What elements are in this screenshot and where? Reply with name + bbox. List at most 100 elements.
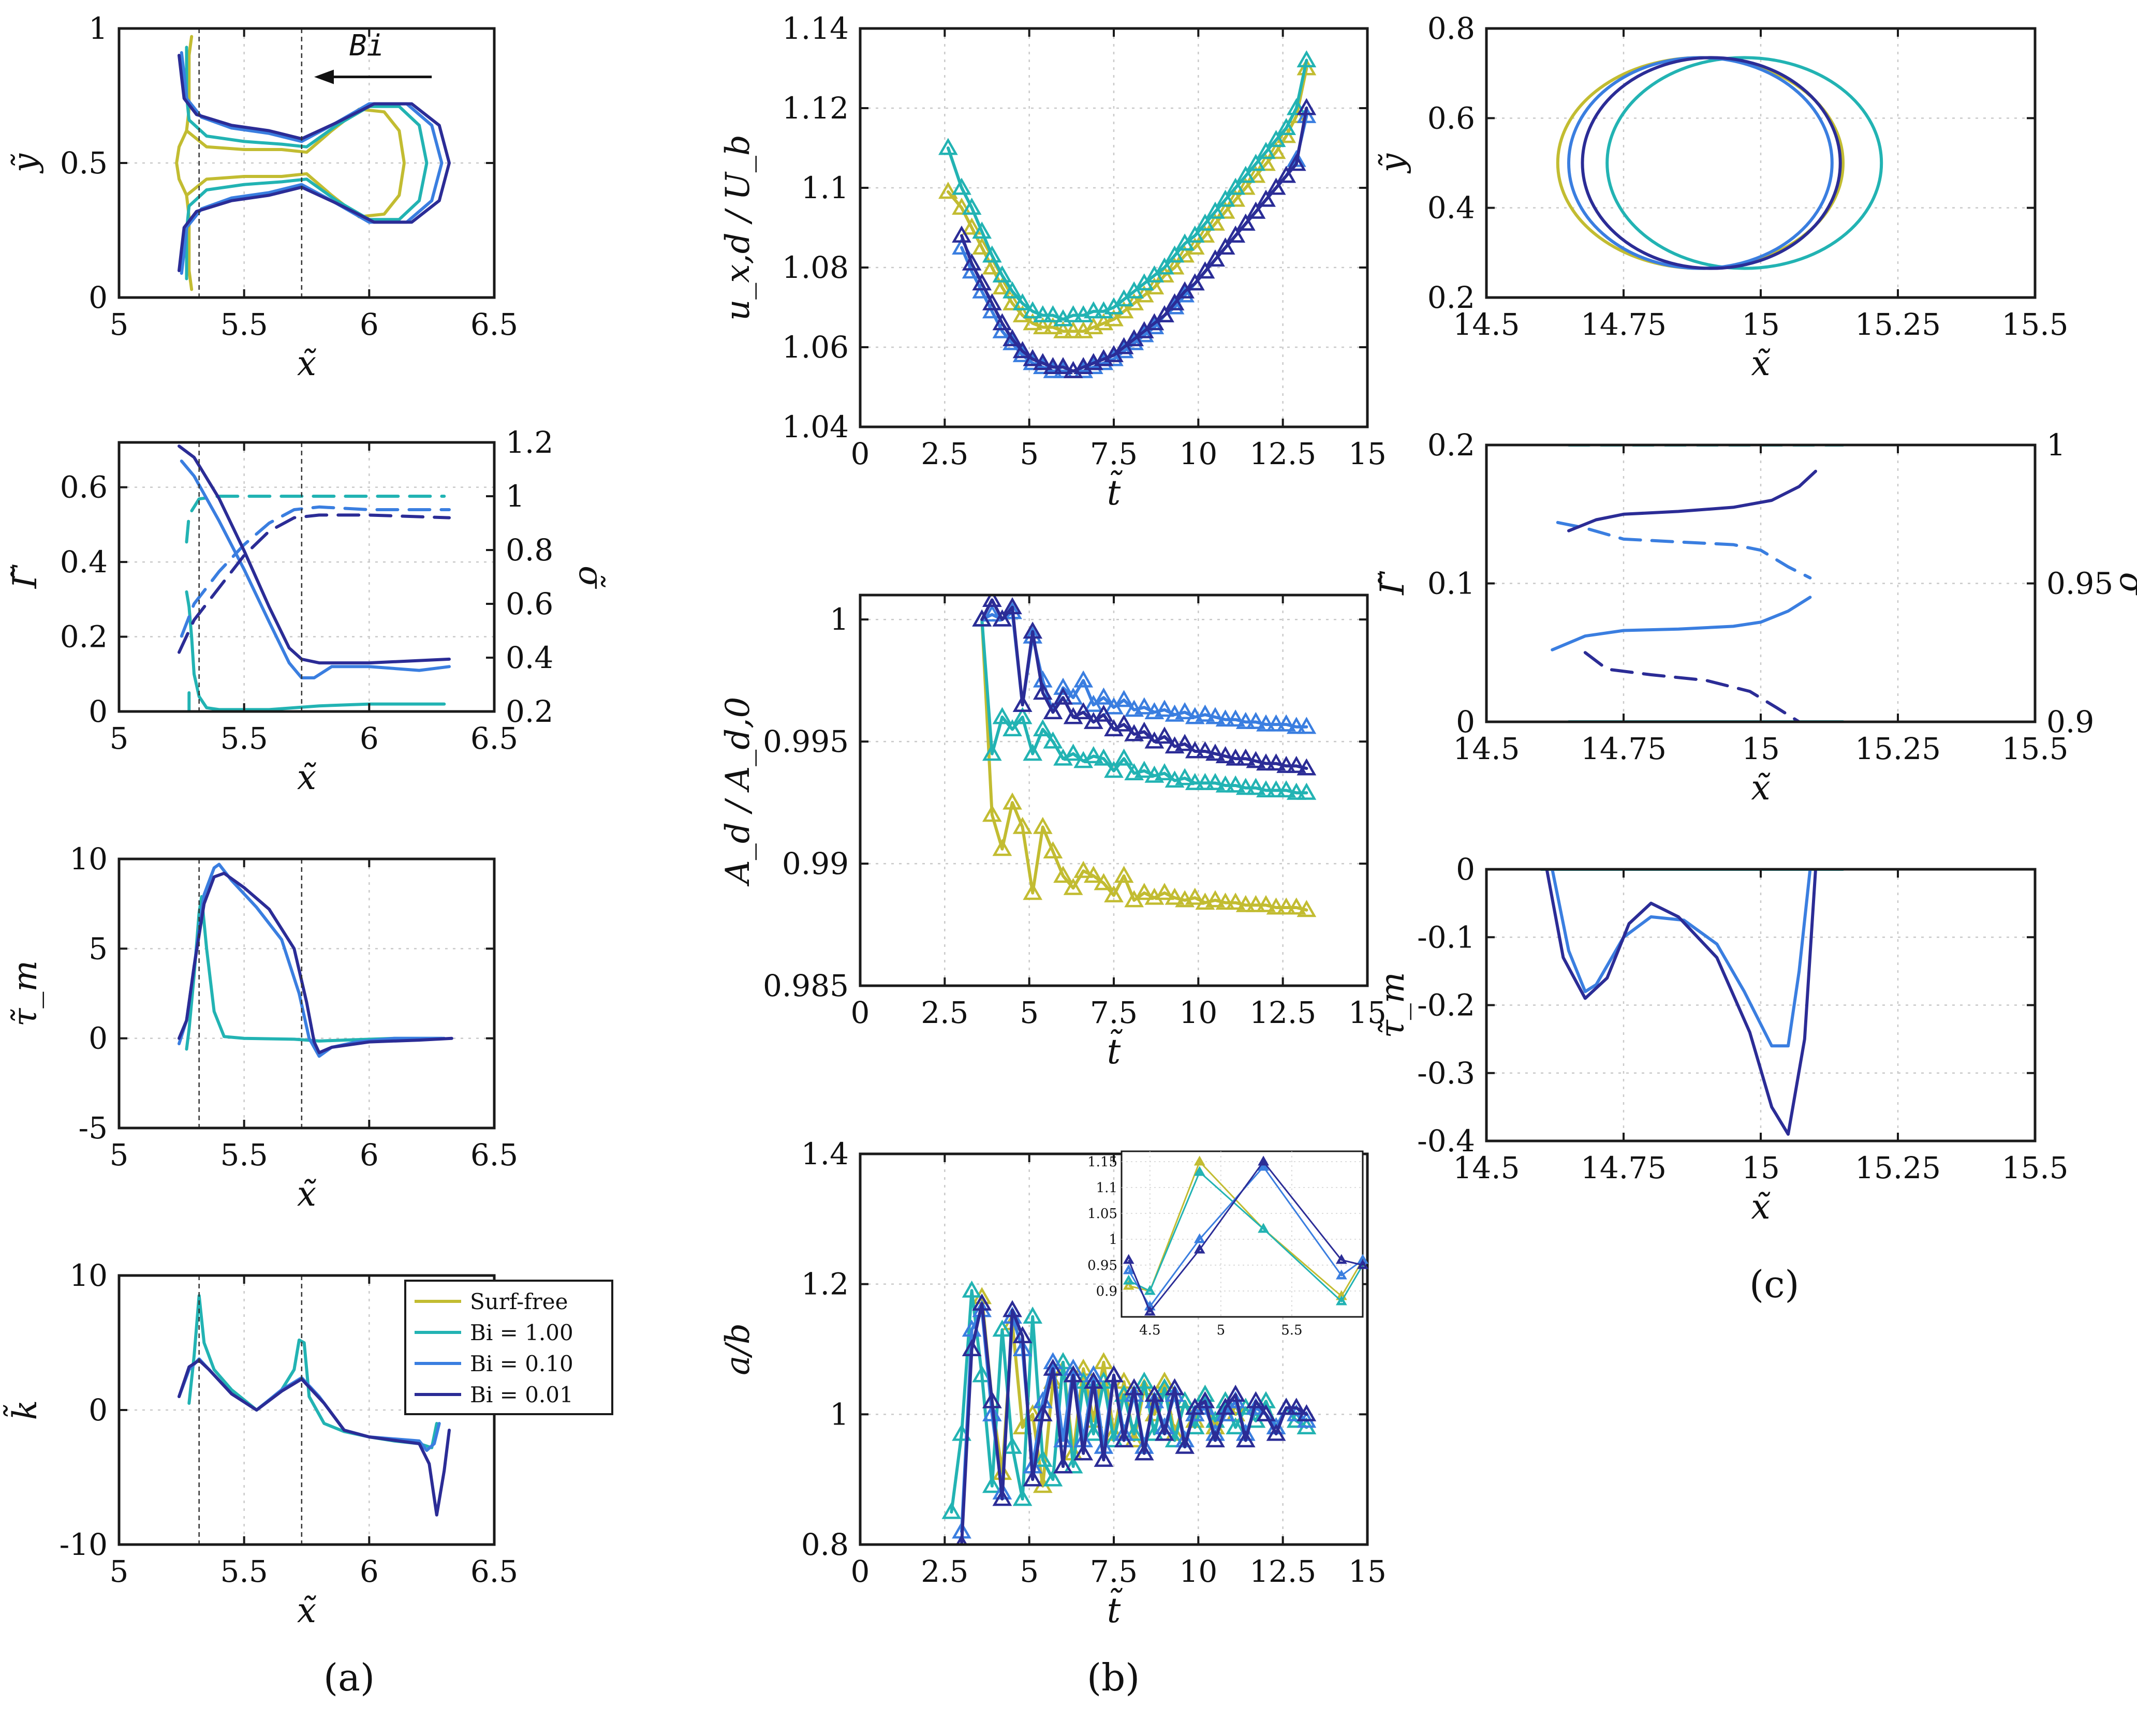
series-bi-0-01-marker	[1012, 341, 1033, 359]
series-surf-free-marker	[1104, 885, 1124, 902]
series-bi-0-01-marker	[1195, 261, 1215, 279]
tick-label-x: 2.5	[921, 1554, 968, 1589]
axis-label-y: k̃	[3, 1400, 45, 1420]
series-bi-1-00-marker	[1023, 301, 1043, 319]
series-bi-0-10-marker	[1276, 714, 1296, 732]
tick-label-y: 0.995	[763, 724, 849, 759]
tick-label-y2: 0.95	[2046, 566, 2113, 601]
series-bi-1-00-marker	[1043, 1469, 1063, 1487]
series-surf-free	[185, 108, 406, 218]
series-bi-0-01-marker	[1165, 1378, 1185, 1396]
tick-label-y: -0.3	[1417, 1056, 1475, 1091]
inset-marker	[1258, 1161, 1269, 1171]
tick-label-x: 6	[360, 721, 379, 756]
series-bi-0-01-marker	[1003, 1300, 1022, 1317]
series-bi-0-01-marker	[1144, 1385, 1165, 1402]
axis-label-y2: σ̃	[571, 566, 610, 589]
tick-label-y: 0.4	[1427, 190, 1475, 226]
series-bi-0-01-marker	[1235, 213, 1256, 231]
series-bi-0-01-marker	[1205, 744, 1225, 761]
tick-label-x: 0	[851, 995, 870, 1030]
arrow-label: Bi	[349, 29, 384, 63]
series-bi-0-01-marker	[1043, 1358, 1063, 1376]
series-bi-0-01	[1545, 869, 1817, 1136]
series-bi-0-10-marker	[1256, 714, 1276, 732]
series-bi-1-00-marker	[1012, 293, 1033, 310]
inset-tick-label-y: 1.05	[1087, 1206, 1117, 1222]
series-bi-0-10-marker	[1094, 687, 1114, 705]
series-surf-free-marker	[1114, 866, 1134, 883]
tick-label-x: 6	[360, 307, 379, 342]
plot-area	[941, 1280, 1317, 1545]
series-bi-0-01-marker	[1073, 1443, 1094, 1461]
series-bi-0-01-marker	[1063, 1365, 1083, 1383]
series-bi-0-10	[180, 51, 444, 275]
chart-c1: 14.5 14.75 15 15.25 15.5 0.2 0.4 0.6 0.8 x̃ ỹ	[1374, 11, 2069, 383]
series-bi-0-10-marker	[1073, 670, 1094, 688]
inset-tick-label-x: 5	[1217, 1323, 1226, 1338]
series-bi-1-00-marker	[1094, 748, 1114, 766]
series-bi-0-10-marker	[1215, 709, 1235, 727]
tick-label-y: -0.1	[1417, 919, 1475, 955]
tick-label-y2: 1	[2046, 427, 2066, 463]
series-bi-1-00-marker	[938, 138, 958, 155]
series-bi-0-01-marker	[1003, 597, 1022, 615]
series-surf-free-marker	[1083, 866, 1103, 883]
series-surf-free-marker	[1063, 878, 1083, 895]
series-bi-0-10-marker	[982, 1404, 1002, 1421]
plot-area	[972, 595, 1317, 917]
series-bi-0-10-marker	[1246, 711, 1266, 729]
series-bi-0-01-	[1583, 651, 1801, 722]
series-bi-0-01-marker	[1296, 758, 1317, 776]
series-bi-1-00-marker	[1083, 301, 1103, 319]
series-surf-free-marker	[1226, 189, 1246, 207]
series-surf-free-marker	[992, 277, 1012, 294]
legend-entry: Bi = 0.01	[470, 1382, 573, 1407]
tick-label-y: 0.99	[782, 846, 849, 881]
tick-label-x: 5	[110, 307, 129, 342]
inset-series	[1128, 1170, 1364, 1303]
axis-label-y: u_x,d / U_b	[719, 135, 757, 321]
inset-marker	[1357, 1259, 1368, 1269]
tick-label-x: 6.5	[470, 307, 518, 342]
series-bi-0-01-	[1567, 469, 1817, 532]
tick-label-x: 2.5	[921, 436, 968, 471]
series-bi-0-01-marker	[1215, 746, 1235, 763]
arrow-head	[314, 69, 334, 84]
tick-label-y: 1	[830, 1397, 849, 1432]
inset-marker	[1193, 1233, 1205, 1243]
series-bi-0-01-marker	[972, 609, 992, 627]
tick-label-x: 5	[1020, 995, 1039, 1030]
tick-label-y: -10	[60, 1527, 108, 1562]
series-bi-0-01-marker	[982, 293, 1002, 310]
tick-label-y: 0	[89, 1021, 108, 1056]
axis-label-x: x̃	[297, 1174, 317, 1214]
series-bi-0-10-marker	[1053, 677, 1073, 695]
plot-area	[175, 35, 451, 291]
series-bi-1-00-marker	[1023, 1307, 1043, 1324]
series-bi-0-10-marker	[1155, 700, 1174, 717]
series-surf-free-marker	[1226, 893, 1246, 910]
series-surf-free-marker	[1003, 792, 1022, 810]
inset-marker	[1258, 1223, 1269, 1233]
series-surf-free-marker	[972, 237, 992, 255]
series-bi-0-01-marker	[1256, 1404, 1276, 1421]
series-surf-free-marker	[1246, 166, 1266, 183]
series-bi-0-01-marker	[1053, 687, 1073, 705]
axis-label-x: x̃	[1751, 1187, 1771, 1227]
series-bi-1-00-marker	[1155, 1378, 1174, 1396]
series-bi-1-00-marker	[1276, 117, 1296, 135]
chart-b3: 0 2.5 5 7.5 10 12.5 150.811.21.4t̃a/b	[719, 1136, 1387, 1630]
series-bi-1-00-marker	[1043, 731, 1063, 749]
tick-label-x: 5	[1020, 1554, 1039, 1589]
series-surf-free-marker	[1155, 883, 1174, 900]
tick-label-y: 1	[89, 11, 108, 46]
chart-c3: 14.5 14.75 15 15.25 15.5 -0.4 -0.3 -0.2 -0.1 0 x̃ τ…	[1374, 852, 2069, 1227]
series-bi-1-00-marker	[1114, 748, 1134, 766]
series-bi-0-01-marker	[952, 225, 971, 243]
series-surf-free-marker	[938, 182, 958, 199]
series-surf-free-marker	[1286, 897, 1306, 915]
series-bi-0-10-marker	[1175, 702, 1195, 719]
series-bi-0-01-marker	[1256, 753, 1276, 771]
